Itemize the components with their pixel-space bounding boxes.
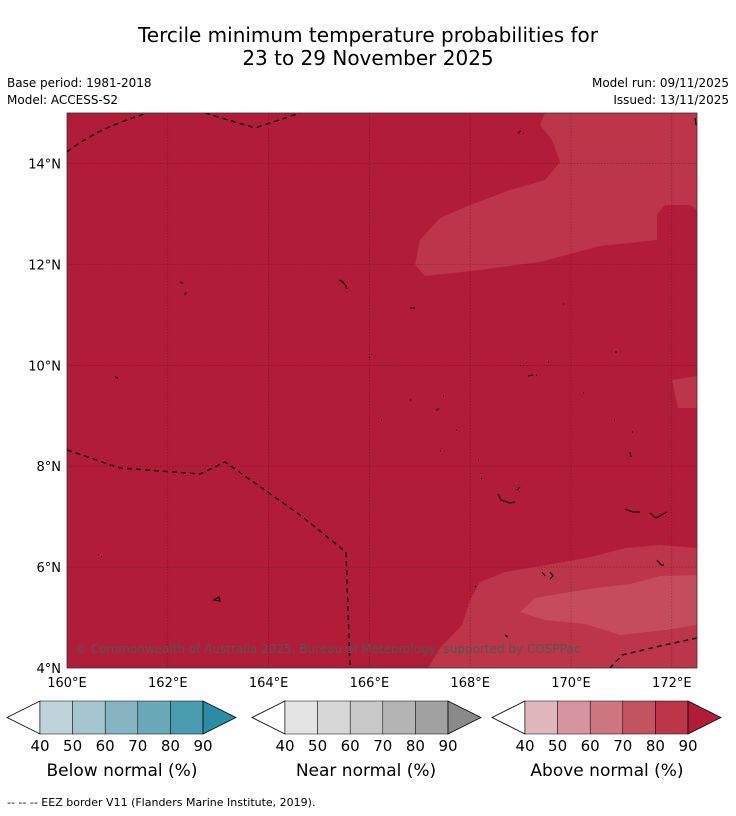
colorbar-segment <box>557 700 591 735</box>
lon-tick-label: 170°E <box>551 676 591 691</box>
colorbar-tick-label: 50 <box>548 737 567 755</box>
colorbar-tick-label: 40 <box>515 737 534 755</box>
colorbar-tick-label: 80 <box>161 737 180 755</box>
colorbar-extension-low <box>491 700 526 735</box>
colorbar-near-normal: 40 50 60 70 80 90 <box>251 700 482 755</box>
base-period: Base period: 1981-2018 <box>7 76 152 90</box>
lat-tick-label: 4°N <box>37 662 62 677</box>
colorbar-segment <box>317 700 351 735</box>
map-area: © Commonwealth of Australia 2025, Bureau… <box>67 113 697 668</box>
colorbar-segment <box>137 700 171 735</box>
colorbar-segment <box>382 700 416 735</box>
colorbar-segment <box>170 700 204 735</box>
lat-tick-label: 6°N <box>37 561 62 576</box>
colorbar-tick-label: 70 <box>373 737 392 755</box>
colorbar-tick-label: 50 <box>63 737 82 755</box>
colorbar-segment <box>284 700 318 735</box>
eez-borders <box>67 113 697 668</box>
colorbar-tick-label: 90 <box>438 737 457 755</box>
colorbar-tick-label: 50 <box>308 737 327 755</box>
latitude-axis: 4°N 6°N 8°N 10°N 12°N 14°N <box>28 157 61 677</box>
probability-field-above-80-east <box>672 376 697 408</box>
colorbar-tick-label: 60 <box>581 737 600 755</box>
lat-tick-label: 14°N <box>28 157 61 172</box>
lat-tick-label: 10°N <box>28 359 61 374</box>
model-name: Model: ACCESS-S2 <box>7 93 119 107</box>
colorbar-segment <box>622 700 656 735</box>
colorbar-segment <box>524 700 558 735</box>
colorbar-tick-label: 60 <box>96 737 115 755</box>
colorbar-extension-low <box>6 700 41 735</box>
colorbar-segment <box>39 700 73 735</box>
copyright-notice: © Commonwealth of Australia 2025, Bureau… <box>75 642 580 656</box>
colorbar-below-normal: 40 50 60 70 80 90 <box>6 700 237 755</box>
colorbar-tick-label: 60 <box>341 737 360 755</box>
colorbar-segment <box>415 700 449 735</box>
lat-tick-label: 8°N <box>37 460 62 475</box>
model-run: Model run: 09/11/2025 <box>591 76 729 90</box>
colorbar-segment <box>104 700 139 735</box>
islands <box>100 117 697 638</box>
colorbar-tick-label: 80 <box>646 737 665 755</box>
lon-tick-label: 168°E <box>450 676 490 691</box>
colorbar-segment <box>589 700 624 735</box>
probability-field-above-70 <box>520 575 697 635</box>
colorbar-tick-label: 90 <box>193 737 212 755</box>
lon-tick-label: 162°E <box>148 676 188 691</box>
lon-tick-label: 166°E <box>350 676 390 691</box>
map-frame <box>66 112 698 669</box>
lon-tick-label: 160°E <box>47 676 87 691</box>
map-title-line1: Tercile minimum temperature probabilitie… <box>137 23 599 47</box>
map-title-line2: 23 to 29 November 2025 <box>242 46 494 70</box>
colorbar-legends: 40 50 60 70 80 90 40 50 60 70 80 90 40 50 60 70 80 90 <box>6 700 722 755</box>
colorbar-above-normal: 40 50 60 70 80 90 <box>491 700 722 755</box>
eez-footer-note: -- -- -- EEZ border V11 (Flanders Marine… <box>7 796 316 809</box>
gridlines <box>67 113 697 668</box>
lat-tick-label: 12°N <box>28 258 61 273</box>
colorbar-extension-high <box>687 700 722 735</box>
probability-field-above-80-north <box>415 113 697 276</box>
lon-tick-label: 164°E <box>249 676 289 691</box>
legend-below-normal-label: Below normal (%) <box>46 761 198 781</box>
colorbar-segment <box>655 700 689 735</box>
colorbar-tick-label: 70 <box>128 737 147 755</box>
colorbar-segment <box>349 700 384 735</box>
colorbar-tick-label: 80 <box>406 737 425 755</box>
colorbar-tick-label: 40 <box>275 737 294 755</box>
longitude-axis: 160°E 162°E 164°E 166°E 168°E 170°E 172°E <box>47 676 691 691</box>
colorbar-segment <box>72 700 106 735</box>
colorbar-tick-label: 70 <box>613 737 632 755</box>
legend-near-normal-label: Near normal (%) <box>295 761 437 781</box>
colorbar-extension-low <box>251 700 286 735</box>
colorbar-tick-label: 90 <box>678 737 697 755</box>
colorbar-tick-label: 40 <box>30 737 49 755</box>
colorbar-extension-high <box>202 700 237 735</box>
legend-above-normal-label: Above normal (%) <box>530 761 684 781</box>
issued-date: Issued: 13/11/2025 <box>613 93 729 107</box>
colorbar-extension-high <box>447 700 482 735</box>
lon-tick-label: 172°E <box>652 676 692 691</box>
